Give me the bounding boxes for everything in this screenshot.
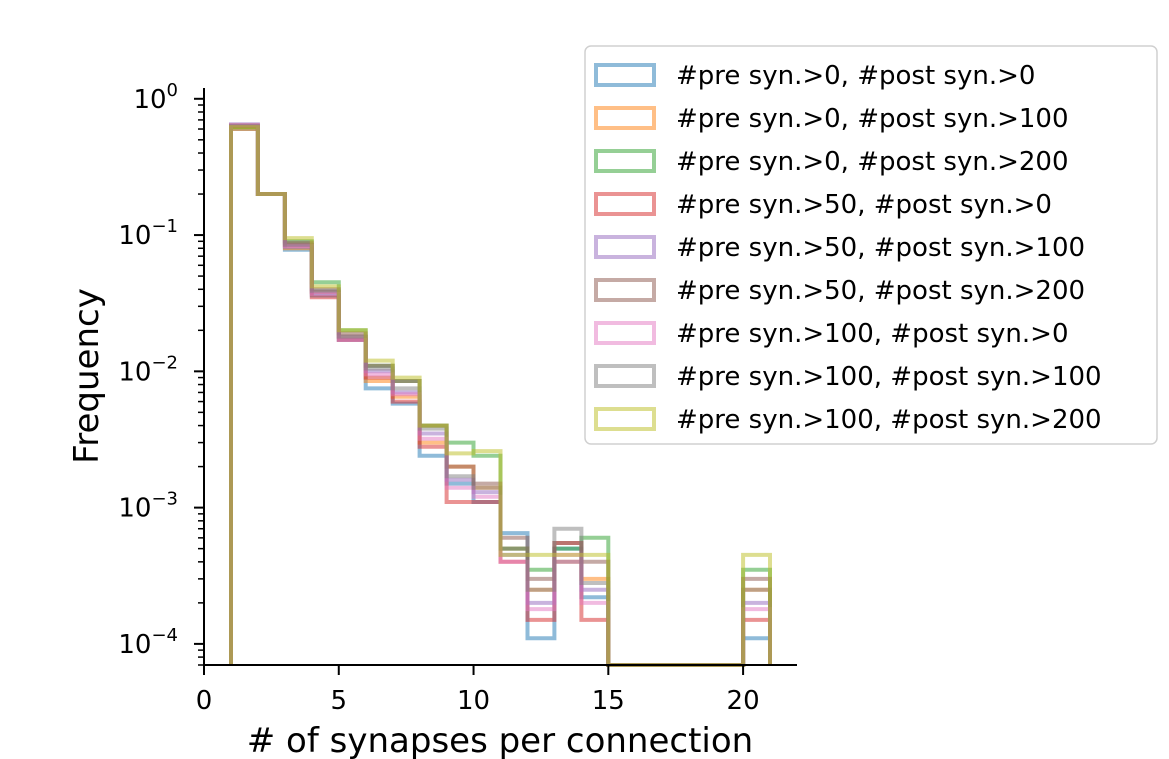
x-tick-label: 15 xyxy=(592,686,625,716)
legend-swatch xyxy=(594,149,656,173)
x-tick-label: 10 xyxy=(457,686,490,716)
y-tick-label: 10−2 xyxy=(118,352,178,387)
legend-swatch xyxy=(594,364,656,388)
legend-frame xyxy=(584,45,1158,445)
x-ticks: 0 5 10 15 20 xyxy=(196,665,760,716)
y-tick-label: 10−4 xyxy=(118,625,178,660)
legend: #pre syn.>0, #post syn.>0 #pre syn.>0, #p… xyxy=(584,45,1158,445)
legend-label: #pre syn.>0, #post syn.>100 xyxy=(676,104,1069,134)
x-axis-label: # of synapses per connection xyxy=(247,721,753,759)
legend-swatch xyxy=(594,63,656,87)
x-tick-label: 5 xyxy=(330,686,347,716)
legend-swatch xyxy=(594,106,656,130)
legend-label: #pre syn.>50, #post syn.>0 xyxy=(676,190,1052,220)
axes xyxy=(203,88,797,666)
legend-label: #pre syn.>0, #post syn.>200 xyxy=(676,147,1069,177)
legend-label: #pre syn.>50, #post syn.>100 xyxy=(676,233,1085,263)
y-tick-label: 10−1 xyxy=(118,216,178,251)
legend-swatch xyxy=(594,407,656,431)
y-tick-label: 10−3 xyxy=(118,489,178,524)
legend-label: #pre syn.>100, #post syn.>100 xyxy=(676,362,1102,392)
legend-label: #pre syn.>0, #post syn.>0 xyxy=(676,61,1035,91)
legend-swatch xyxy=(594,192,656,216)
legend-swatch xyxy=(594,278,656,302)
x-tick-label: 0 xyxy=(196,686,213,716)
legend-swatch xyxy=(594,321,656,345)
legend-label: #pre syn.>100, #post syn.>0 xyxy=(676,319,1069,349)
y-axis-label: Frequency xyxy=(67,288,107,464)
plot-area xyxy=(229,122,772,667)
legend-label: #pre syn.>50, #post syn.>200 xyxy=(676,276,1085,306)
x-tick-label: 20 xyxy=(727,686,760,716)
legend-swatch xyxy=(594,235,656,259)
legend-label: #pre syn.>100, #post syn.>200 xyxy=(676,405,1102,435)
y-tick-label: 100 xyxy=(133,80,178,115)
legend-items: #pre syn.>0, #post syn.>0 #pre syn.>0, #p… xyxy=(594,61,1102,435)
y-ticks: 100 10−1 10−2 10−3 10−4 xyxy=(118,80,204,666)
